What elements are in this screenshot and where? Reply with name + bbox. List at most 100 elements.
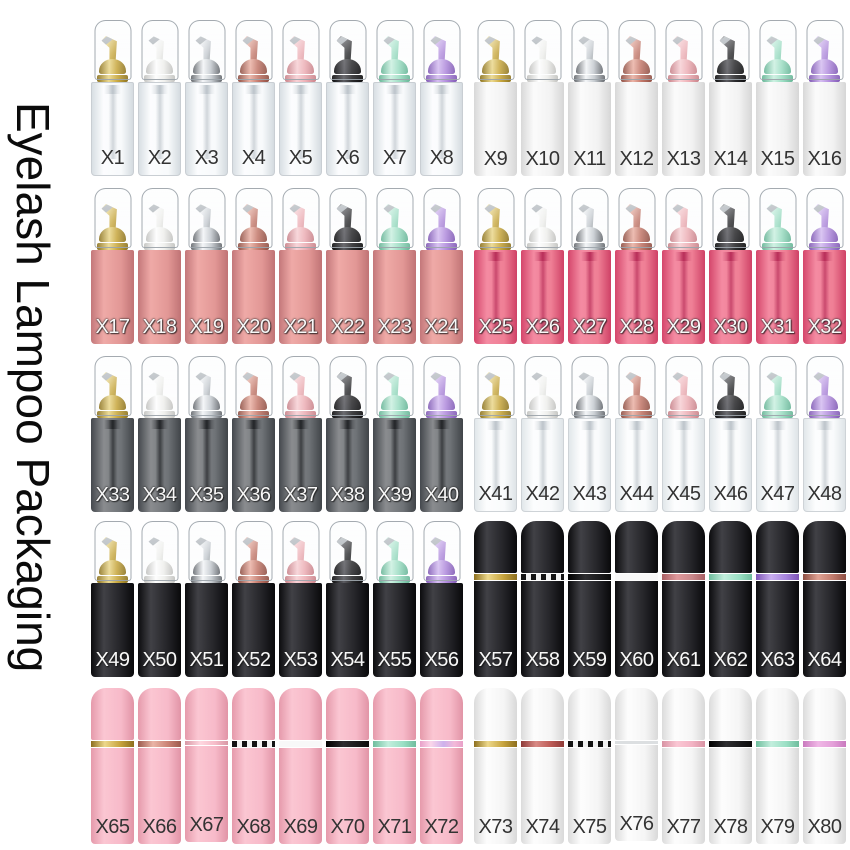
clear-overcap [329, 20, 366, 80]
clear-overcap [665, 20, 702, 80]
cap-ring [521, 574, 564, 580]
pump-assembly [473, 188, 518, 250]
row-5: X65 X66 X67 X68 X69 X70 X71 X72 X73 X74 X75 X76 X77 X… [90, 688, 847, 844]
bottle-x11: X11 [567, 20, 612, 176]
clear-overcap [665, 188, 702, 248]
bottle-body: X3 [185, 82, 228, 176]
bottle-body: X19 [185, 250, 228, 344]
dip-tube [390, 420, 399, 496]
clear-overcap [282, 521, 319, 581]
bottle-body: X45 [662, 418, 705, 512]
bottle-cap [474, 688, 517, 740]
dip-tube [679, 421, 688, 495]
bottle-label: X39 [377, 484, 412, 506]
bottle-body: X14 [709, 82, 752, 176]
bottle-x41: X41 [473, 356, 518, 512]
bottle-x62: X62 [708, 521, 753, 677]
cap-ring [756, 741, 799, 747]
bottle-body: X75 [568, 748, 611, 844]
pump-assembly [137, 20, 182, 82]
pump-assembly [278, 356, 323, 418]
bottle-x67: X67 [184, 688, 229, 844]
pump-assembly [567, 188, 612, 250]
pump-assembly [419, 521, 464, 583]
bottle-x37: X37 [278, 356, 323, 512]
bottle-label: X11 [573, 148, 606, 170]
bottle-body: X50 [138, 583, 181, 677]
bottle-body: X8 [420, 82, 463, 176]
bottle-body: X80 [803, 748, 846, 844]
bottle-x56: X56 [419, 521, 464, 677]
pump-assembly [278, 188, 323, 250]
bottle-x60: X60 [614, 521, 659, 677]
bottle-label: X14 [713, 148, 748, 170]
clear-overcap [571, 188, 608, 248]
bottle-cap [803, 521, 846, 573]
bottle-body: X60 [615, 581, 658, 677]
cap-ring [615, 574, 658, 580]
pump-assembly [231, 521, 276, 583]
clear-overcap [94, 20, 131, 80]
pump-assembly [567, 356, 612, 418]
pump-assembly [231, 20, 276, 82]
cap-ring [138, 741, 181, 747]
bottle-label: X16 [807, 148, 842, 170]
bottle-label: X40 [424, 484, 459, 506]
pump-assembly [372, 521, 417, 583]
bottle-label: X25 [478, 316, 513, 338]
bottle-cap [803, 688, 846, 740]
clear-overcap [376, 356, 413, 416]
pump-assembly [473, 20, 518, 82]
dip-tube [296, 85, 305, 159]
bottle-label: X7 [382, 147, 407, 169]
bottle-label: X47 [760, 483, 795, 505]
bottle-body: X13 [662, 82, 705, 176]
clear-overcap [423, 188, 460, 248]
bottle-body: X66 [138, 748, 181, 844]
bottle-x78: X78 [708, 688, 753, 844]
dip-tube [202, 85, 211, 159]
clear-overcap [188, 188, 225, 248]
bottle-cap [568, 688, 611, 740]
dip-tube [632, 252, 641, 328]
bottle-body: X49 [91, 583, 134, 677]
pump-assembly [325, 188, 370, 250]
bottle-label: X58 [525, 649, 560, 671]
bottle-label: X75 [572, 816, 607, 838]
bottle-x5: X5 [278, 20, 323, 176]
bottle-label: X26 [525, 316, 560, 338]
bottle-body: X31 [756, 250, 799, 344]
bottle-label: X20 [236, 316, 271, 338]
bottle-x75: X75 [567, 688, 612, 844]
dip-tube [773, 421, 782, 495]
bottle-x72: X72 [419, 688, 464, 844]
bottle-label: X27 [572, 316, 607, 338]
bottle-label: X30 [713, 316, 748, 338]
cap-ring [803, 741, 846, 747]
clear-overcap [806, 356, 843, 416]
bottle-label: X52 [236, 649, 271, 671]
bottle-body: X28 [615, 250, 658, 344]
bottle-cap [662, 521, 705, 573]
bottle-body: X37 [279, 418, 322, 512]
bottle-body: X32 [803, 250, 846, 344]
bottle-label: X53 [283, 649, 318, 671]
bottle-body: X42 [521, 418, 564, 512]
bottle-label: X34 [142, 484, 177, 506]
clear-overcap [188, 20, 225, 80]
bottle-x68: X68 [231, 688, 276, 844]
cap-ring [474, 741, 517, 747]
bottle-x71: X71 [372, 688, 417, 844]
bottle-body: X54 [326, 583, 369, 677]
bottle-body: X29 [662, 250, 705, 344]
bottle-label: X68 [236, 816, 271, 838]
bottle-body: X9 [474, 82, 517, 176]
dip-tube [679, 252, 688, 328]
clear-overcap [524, 356, 561, 416]
bottle-x34: X34 [137, 356, 182, 512]
bottle-x12: X12 [614, 20, 659, 176]
clear-overcap [477, 188, 514, 248]
bottle-body: X38 [326, 418, 369, 512]
bottle-x15: X15 [755, 20, 800, 176]
bottle-body: X6 [326, 82, 369, 176]
